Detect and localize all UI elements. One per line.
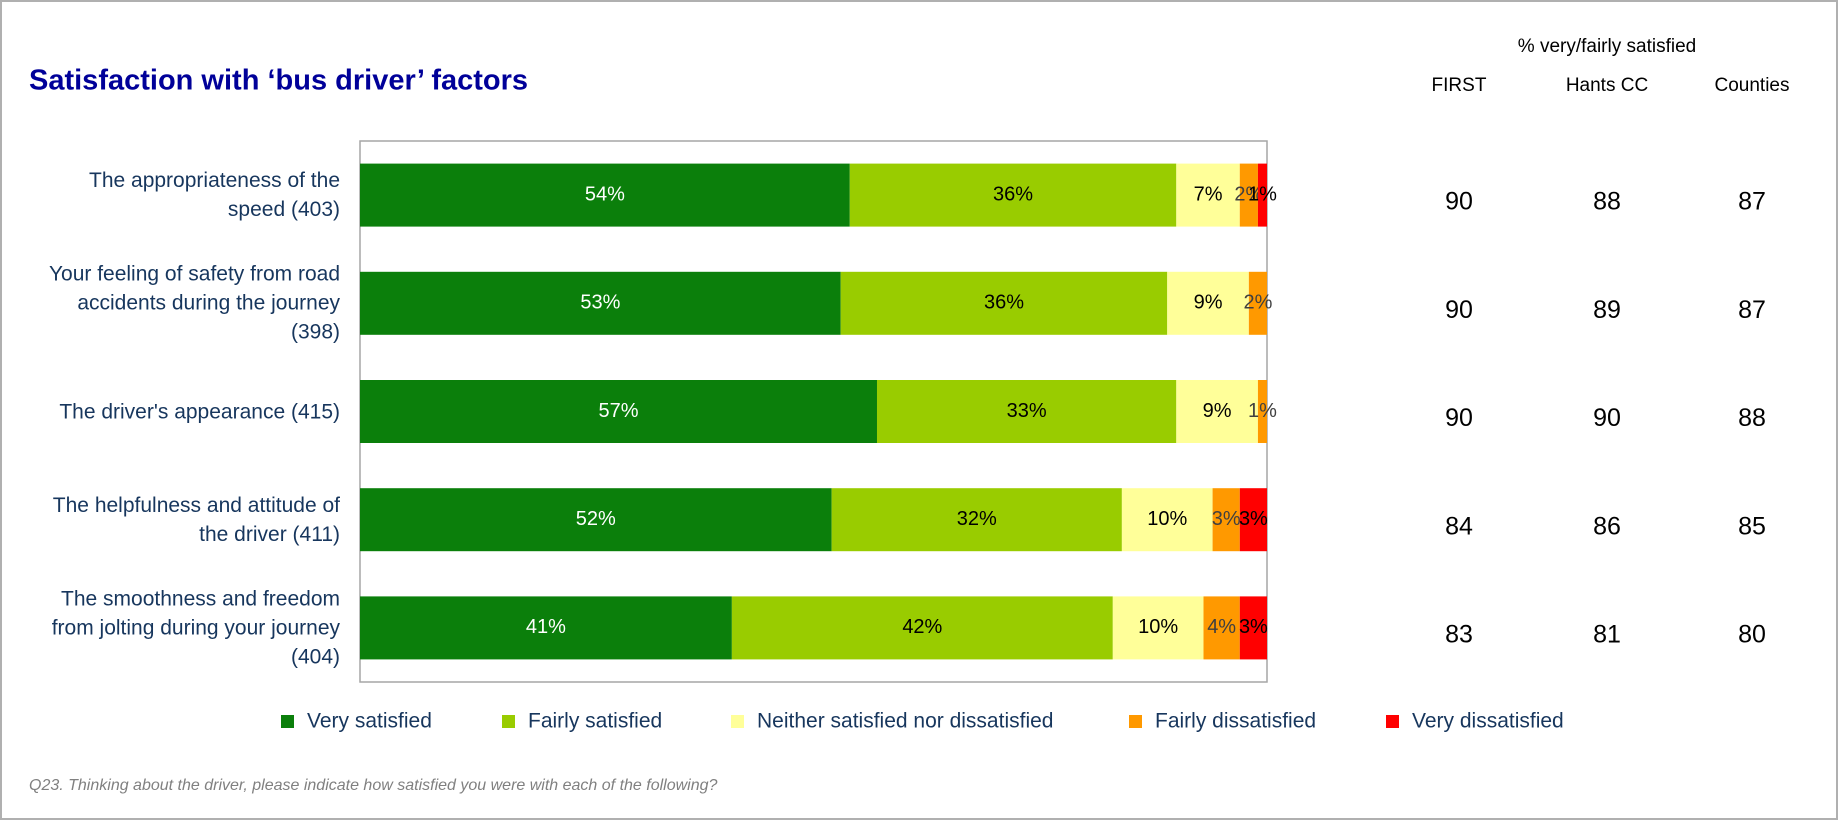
bar-segment (360, 488, 832, 552)
bar-segment (1212, 488, 1240, 552)
bar-segment (360, 596, 732, 660)
data-label: 57% (598, 400, 638, 422)
y-tick-label: Your feeling of safety from road acciden… (48, 262, 340, 344)
bar-segment (1176, 163, 1240, 227)
data-label: 9% (1203, 400, 1232, 422)
bar-segment (849, 163, 1177, 227)
legend-swatch (1386, 715, 1399, 728)
data-label: 3% (1239, 616, 1268, 638)
legend-swatch (502, 715, 515, 728)
bar-segment (1121, 488, 1213, 552)
bar-segment (840, 271, 1168, 335)
data-label: 1% (1248, 400, 1277, 422)
data-label: 3% (1212, 508, 1241, 530)
bar-segment (1239, 596, 1267, 660)
bar-segment (360, 380, 877, 443)
bar-segment (1112, 596, 1204, 660)
data-label: 2% (1243, 292, 1272, 314)
table-cell: 80 (1738, 621, 1766, 649)
data-label: 42% (902, 616, 942, 638)
legend-label: Very dissatisfied (1412, 710, 1564, 733)
table-cell: 83 (1445, 621, 1473, 649)
table-cell: 85 (1738, 512, 1766, 540)
table-cell: 87 (1738, 296, 1766, 324)
bar-segment (1257, 380, 1267, 443)
data-label: 10% (1138, 616, 1178, 638)
legend-label: Very satisfied (307, 710, 432, 733)
data-label: 3% (1239, 508, 1268, 530)
bar-segment (876, 380, 1177, 443)
data-label: 10% (1147, 508, 1187, 530)
bar-segment (1257, 163, 1267, 227)
legend-swatch (281, 715, 294, 728)
bar-segment (1239, 488, 1267, 552)
data-label: 33% (1007, 400, 1047, 422)
data-label: 2% (1234, 183, 1263, 205)
table-cell: 90 (1445, 404, 1473, 432)
data-label: 36% (984, 292, 1024, 314)
chart-title: Satisfaction with ‘bus driver’ factors (29, 65, 528, 97)
bar-segment (831, 488, 1122, 552)
table-title: % very/fairly satisfied (1518, 36, 1696, 57)
bar-segment (1176, 380, 1258, 443)
table-cell: 90 (1593, 404, 1621, 432)
bar-segment (1167, 271, 1249, 335)
table-header: FIRST (1432, 75, 1487, 96)
data-label: 54% (585, 183, 625, 205)
data-label: 32% (957, 508, 997, 530)
table-cell: 88 (1738, 404, 1766, 432)
data-label: 41% (526, 616, 566, 638)
y-tick-label: The smoothness and freedom from jolting … (51, 587, 340, 669)
table-cell: 81 (1593, 621, 1621, 649)
data-label: 4% (1207, 616, 1236, 638)
table-cell: 86 (1593, 512, 1621, 540)
bar-segment (360, 271, 841, 335)
table-cell: 88 (1593, 188, 1621, 216)
table-header: Hants CC (1566, 75, 1648, 96)
data-label: 52% (576, 508, 616, 530)
footnote: Q23. Thinking about the driver, please i… (29, 777, 718, 794)
table-cell: 90 (1445, 188, 1473, 216)
bar-segment (731, 596, 1113, 660)
legend-swatch (1129, 715, 1142, 728)
bar-segment (360, 163, 850, 227)
data-label: 36% (993, 183, 1033, 205)
data-label: 53% (580, 292, 620, 314)
legend-label: Neither satisfied nor dissatisfied (757, 710, 1053, 733)
y-tick-label: The appropriateness of the speed (403) (89, 169, 340, 222)
table-cell: 89 (1593, 296, 1621, 324)
legend-label: Fairly satisfied (528, 710, 662, 733)
y-tick-label: The driver's appearance (415) (59, 400, 340, 423)
bar-segment (1203, 596, 1240, 660)
data-label: 1% (1248, 183, 1277, 205)
table-cell: 90 (1445, 296, 1473, 324)
legend-swatch (731, 715, 744, 728)
table-cell: 87 (1738, 188, 1766, 216)
data-label: 9% (1194, 292, 1223, 314)
bar-segment (1239, 163, 1258, 227)
y-tick-label: The helpfulness and attitude of the driv… (52, 493, 340, 546)
bar-segment (1248, 271, 1267, 335)
table-header: Counties (1715, 75, 1790, 96)
data-label: 7% (1194, 183, 1223, 205)
legend-label: Fairly dissatisfied (1155, 710, 1316, 733)
table-cell: 84 (1445, 512, 1473, 540)
